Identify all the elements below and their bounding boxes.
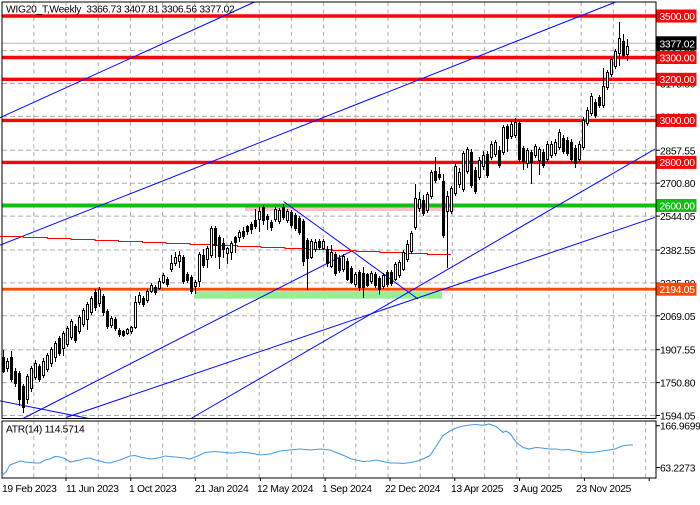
svg-text:63.2273: 63.2273 [660, 464, 696, 475]
svg-text:22 Dec 2024: 22 Dec 2024 [385, 484, 441, 495]
svg-text:2600.00: 2600.00 [660, 201, 696, 212]
svg-text:1594.05: 1594.05 [660, 412, 696, 423]
svg-text:12 May 2024: 12 May 2024 [257, 484, 314, 495]
svg-text:3300.00: 3300.00 [660, 53, 696, 64]
svg-text:2194.05: 2194.05 [660, 285, 696, 296]
svg-text:1750.80: 1750.80 [660, 379, 696, 390]
svg-text:11 Jun 2023: 11 Jun 2023 [66, 484, 119, 495]
svg-text:166.9699: 166.9699 [660, 422, 700, 433]
svg-text:2544.05: 2544.05 [660, 212, 696, 223]
svg-text:3377.02: 3377.02 [660, 39, 696, 50]
svg-text:21 Jan 2024: 21 Jan 2024 [195, 484, 249, 495]
svg-text:19 Feb 2023: 19 Feb 2023 [2, 484, 57, 495]
svg-text:3000.00: 3000.00 [660, 116, 696, 127]
svg-text:ATR(14) 114.5714: ATR(14) 114.5714 [6, 425, 85, 436]
svg-text:WIG20_T,Weekly 3366.73 3407.8: WIG20_T,Weekly 3366.73 3407.81 3306.56 3… [6, 5, 235, 16]
svg-text:13 Apr 2025: 13 Apr 2025 [451, 484, 504, 495]
svg-text:2800.00: 2800.00 [660, 158, 696, 169]
svg-text:1 Sep 2024: 1 Sep 2024 [322, 484, 372, 495]
svg-text:2857.55: 2857.55 [660, 146, 696, 157]
svg-text:2700.80: 2700.80 [660, 179, 696, 190]
svg-text:2069.05: 2069.05 [660, 312, 696, 323]
svg-text:23 Nov 2025: 23 Nov 2025 [576, 484, 632, 495]
svg-text:3500.00: 3500.00 [660, 12, 696, 23]
svg-text:1907.55: 1907.55 [660, 346, 696, 357]
svg-text:2382.55: 2382.55 [660, 246, 696, 257]
svg-text:1 Oct 2023: 1 Oct 2023 [129, 484, 177, 495]
svg-text:3200.00: 3200.00 [660, 75, 696, 86]
svg-text:3 Aug 2025: 3 Aug 2025 [513, 484, 563, 495]
